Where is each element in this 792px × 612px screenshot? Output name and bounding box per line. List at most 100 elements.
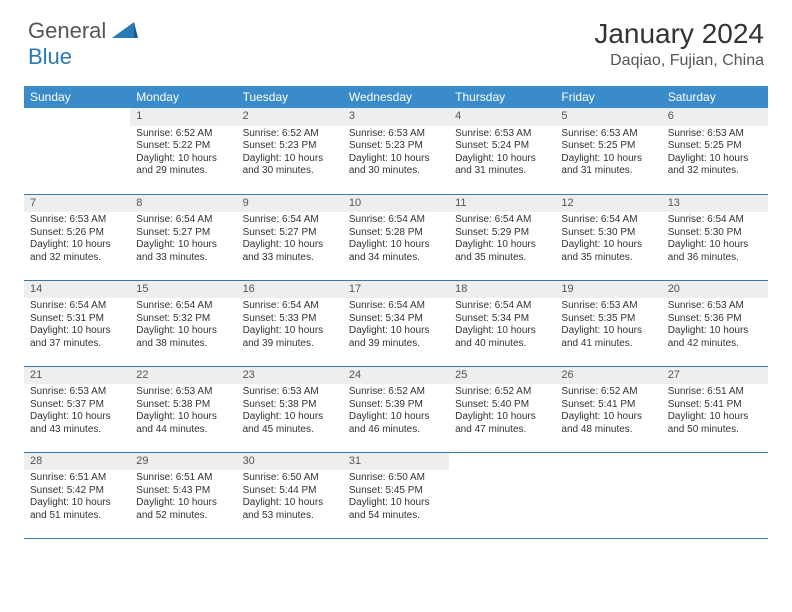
sunset-line: Sunset: 5:34 PM: [455, 313, 549, 326]
day-cell: 20Sunrise: 6:53 AMSunset: 5:36 PMDayligh…: [662, 280, 768, 366]
day-info: Sunrise: 6:52 AMSunset: 5:40 PMDaylight:…: [449, 386, 555, 440]
daylight-line: Daylight: 10 hours and 31 minutes.: [455, 153, 549, 178]
day-number: 12: [555, 195, 661, 213]
day-number: 10: [343, 195, 449, 213]
empty-cell: [555, 452, 661, 538]
sunrise-line: Sunrise: 6:52 AM: [455, 386, 549, 399]
day-number: 23: [237, 367, 343, 385]
day-cell: 12Sunrise: 6:54 AMSunset: 5:30 PMDayligh…: [555, 194, 661, 280]
sunrise-line: Sunrise: 6:52 AM: [136, 128, 230, 141]
day-number: 24: [343, 367, 449, 385]
daylight-line: Daylight: 10 hours and 35 minutes.: [561, 239, 655, 264]
daylight-line: Daylight: 10 hours and 35 minutes.: [455, 239, 549, 264]
day-info: Sunrise: 6:51 AMSunset: 5:43 PMDaylight:…: [130, 472, 236, 526]
day-info: Sunrise: 6:51 AMSunset: 5:42 PMDaylight:…: [24, 472, 130, 526]
day-cell: 10Sunrise: 6:54 AMSunset: 5:28 PMDayligh…: [343, 194, 449, 280]
logo: General: [28, 18, 140, 44]
day-cell: 13Sunrise: 6:54 AMSunset: 5:30 PMDayligh…: [662, 194, 768, 280]
day-number: 3: [343, 108, 449, 126]
day-info: Sunrise: 6:53 AMSunset: 5:37 PMDaylight:…: [24, 386, 130, 440]
day-info: Sunrise: 6:52 AMSunset: 5:22 PMDaylight:…: [130, 128, 236, 182]
day-number: 13: [662, 195, 768, 213]
sunset-line: Sunset: 5:38 PM: [243, 399, 337, 412]
day-info: Sunrise: 6:53 AMSunset: 5:23 PMDaylight:…: [343, 128, 449, 182]
day-cell: 3 Sunrise: 6:53 AMSunset: 5:23 PMDaylight…: [343, 108, 449, 194]
daylight-line: Daylight: 10 hours and 48 minutes.: [561, 411, 655, 436]
calendar-body: 1Sunrise: 6:52 AMSunset: 5:22 PMDaylight…: [24, 108, 768, 538]
day-cell: 6Sunrise: 6:53 AMSunset: 5:25 PMDaylight…: [662, 108, 768, 194]
sunset-line: Sunset: 5:26 PM: [30, 227, 124, 240]
day-info: Sunrise: 6:53 AMSunset: 5:26 PMDaylight:…: [24, 214, 130, 268]
sunset-line: Sunset: 5:31 PM: [30, 313, 124, 326]
day-number: 7: [24, 195, 130, 213]
day-number: 6: [662, 108, 768, 126]
day-number: 22: [130, 367, 236, 385]
day-info: Sunrise: 6:54 AMSunset: 5:31 PMDaylight:…: [24, 300, 130, 354]
sunrise-line: Sunrise: 6:51 AM: [668, 386, 762, 399]
calendar-row: 14Sunrise: 6:54 AMSunset: 5:31 PMDayligh…: [24, 280, 768, 366]
day-number: 14: [24, 281, 130, 299]
daylight-line: Daylight: 10 hours and 42 minutes.: [668, 325, 762, 350]
day-number: 8: [130, 195, 236, 213]
daylight-line: Daylight: 10 hours and 33 minutes.: [136, 239, 230, 264]
day-number: 5: [555, 108, 661, 126]
sunrise-line: Sunrise: 6:50 AM: [349, 472, 443, 485]
daylight-line: Daylight: 10 hours and 36 minutes.: [668, 239, 762, 264]
day-cell: 23Sunrise: 6:53 AMSunset: 5:38 PMDayligh…: [237, 366, 343, 452]
sunset-line: Sunset: 5:40 PM: [455, 399, 549, 412]
day-info: Sunrise: 6:54 AMSunset: 5:27 PMDaylight:…: [130, 214, 236, 268]
day-cell: 26Sunrise: 6:52 AMSunset: 5:41 PMDayligh…: [555, 366, 661, 452]
day-cell: 30Sunrise: 6:50 AMSunset: 5:44 PMDayligh…: [237, 452, 343, 538]
daylight-line: Daylight: 10 hours and 30 minutes.: [243, 153, 337, 178]
weekday-header: Monday: [130, 86, 236, 108]
day-info: Sunrise: 6:54 AMSunset: 5:33 PMDaylight:…: [237, 300, 343, 354]
weekday-header: Wednesday: [343, 86, 449, 108]
day-number: 30: [237, 453, 343, 471]
sunset-line: Sunset: 5:41 PM: [561, 399, 655, 412]
sunrise-line: Sunrise: 6:53 AM: [243, 386, 337, 399]
sunset-line: Sunset: 5:27 PM: [243, 227, 337, 240]
sunset-line: Sunset: 5:25 PM: [668, 140, 762, 153]
daylight-line: Daylight: 10 hours and 50 minutes.: [668, 411, 762, 436]
day-info: Sunrise: 6:51 AMSunset: 5:41 PMDaylight:…: [662, 386, 768, 440]
sunset-line: Sunset: 5:39 PM: [349, 399, 443, 412]
day-cell: 22Sunrise: 6:53 AMSunset: 5:38 PMDayligh…: [130, 366, 236, 452]
sunset-line: Sunset: 5:37 PM: [30, 399, 124, 412]
day-number: 18: [449, 281, 555, 299]
sunrise-line: Sunrise: 6:52 AM: [561, 386, 655, 399]
day-info: Sunrise: 6:50 AMSunset: 5:45 PMDaylight:…: [343, 472, 449, 526]
sunset-line: Sunset: 5:22 PM: [136, 140, 230, 153]
day-info: Sunrise: 6:54 AMSunset: 5:29 PMDaylight:…: [449, 214, 555, 268]
sunrise-line: Sunrise: 6:50 AM: [243, 472, 337, 485]
sunset-line: Sunset: 5:36 PM: [668, 313, 762, 326]
daylight-line: Daylight: 10 hours and 53 minutes.: [243, 497, 337, 522]
day-cell: 5Sunrise: 6:53 AMSunset: 5:25 PMDaylight…: [555, 108, 661, 194]
sunset-line: Sunset: 5:43 PM: [136, 485, 230, 498]
sunrise-line: Sunrise: 6:53 AM: [30, 386, 124, 399]
sunset-line: Sunset: 5:27 PM: [136, 227, 230, 240]
day-info: Sunrise: 6:52 AMSunset: 5:41 PMDaylight:…: [555, 386, 661, 440]
day-cell: 1 Sunrise: 6:52 AMSunset: 5:22 PMDaylight…: [130, 108, 236, 194]
day-number: 1: [130, 108, 236, 126]
day-cell: 16Sunrise: 6:54 AMSunset: 5:33 PMDayligh…: [237, 280, 343, 366]
daylight-line: Daylight: 10 hours and 32 minutes.: [668, 153, 762, 178]
empty-cell: [449, 452, 555, 538]
day-number: 11: [449, 195, 555, 213]
sunrise-line: Sunrise: 6:54 AM: [30, 300, 124, 313]
day-info: Sunrise: 6:50 AMSunset: 5:44 PMDaylight:…: [237, 472, 343, 526]
empty-cell: [24, 108, 130, 194]
sunset-line: Sunset: 5:24 PM: [455, 140, 549, 153]
day-info: Sunrise: 6:53 AMSunset: 5:35 PMDaylight:…: [555, 300, 661, 354]
day-cell: 27Sunrise: 6:51 AMSunset: 5:41 PMDayligh…: [662, 366, 768, 452]
calendar-row: 7Sunrise: 6:53 AMSunset: 5:26 PMDaylight…: [24, 194, 768, 280]
daylight-line: Daylight: 10 hours and 44 minutes.: [136, 411, 230, 436]
day-cell: 28Sunrise: 6:51 AMSunset: 5:42 PMDayligh…: [24, 452, 130, 538]
sunrise-line: Sunrise: 6:53 AM: [349, 128, 443, 141]
sunrise-line: Sunrise: 6:53 AM: [561, 128, 655, 141]
day-number: 29: [130, 453, 236, 471]
daylight-line: Daylight: 10 hours and 54 minutes.: [349, 497, 443, 522]
day-number: 16: [237, 281, 343, 299]
day-info: Sunrise: 6:54 AMSunset: 5:34 PMDaylight:…: [449, 300, 555, 354]
sunrise-line: Sunrise: 6:54 AM: [136, 214, 230, 227]
daylight-line: Daylight: 10 hours and 39 minutes.: [349, 325, 443, 350]
